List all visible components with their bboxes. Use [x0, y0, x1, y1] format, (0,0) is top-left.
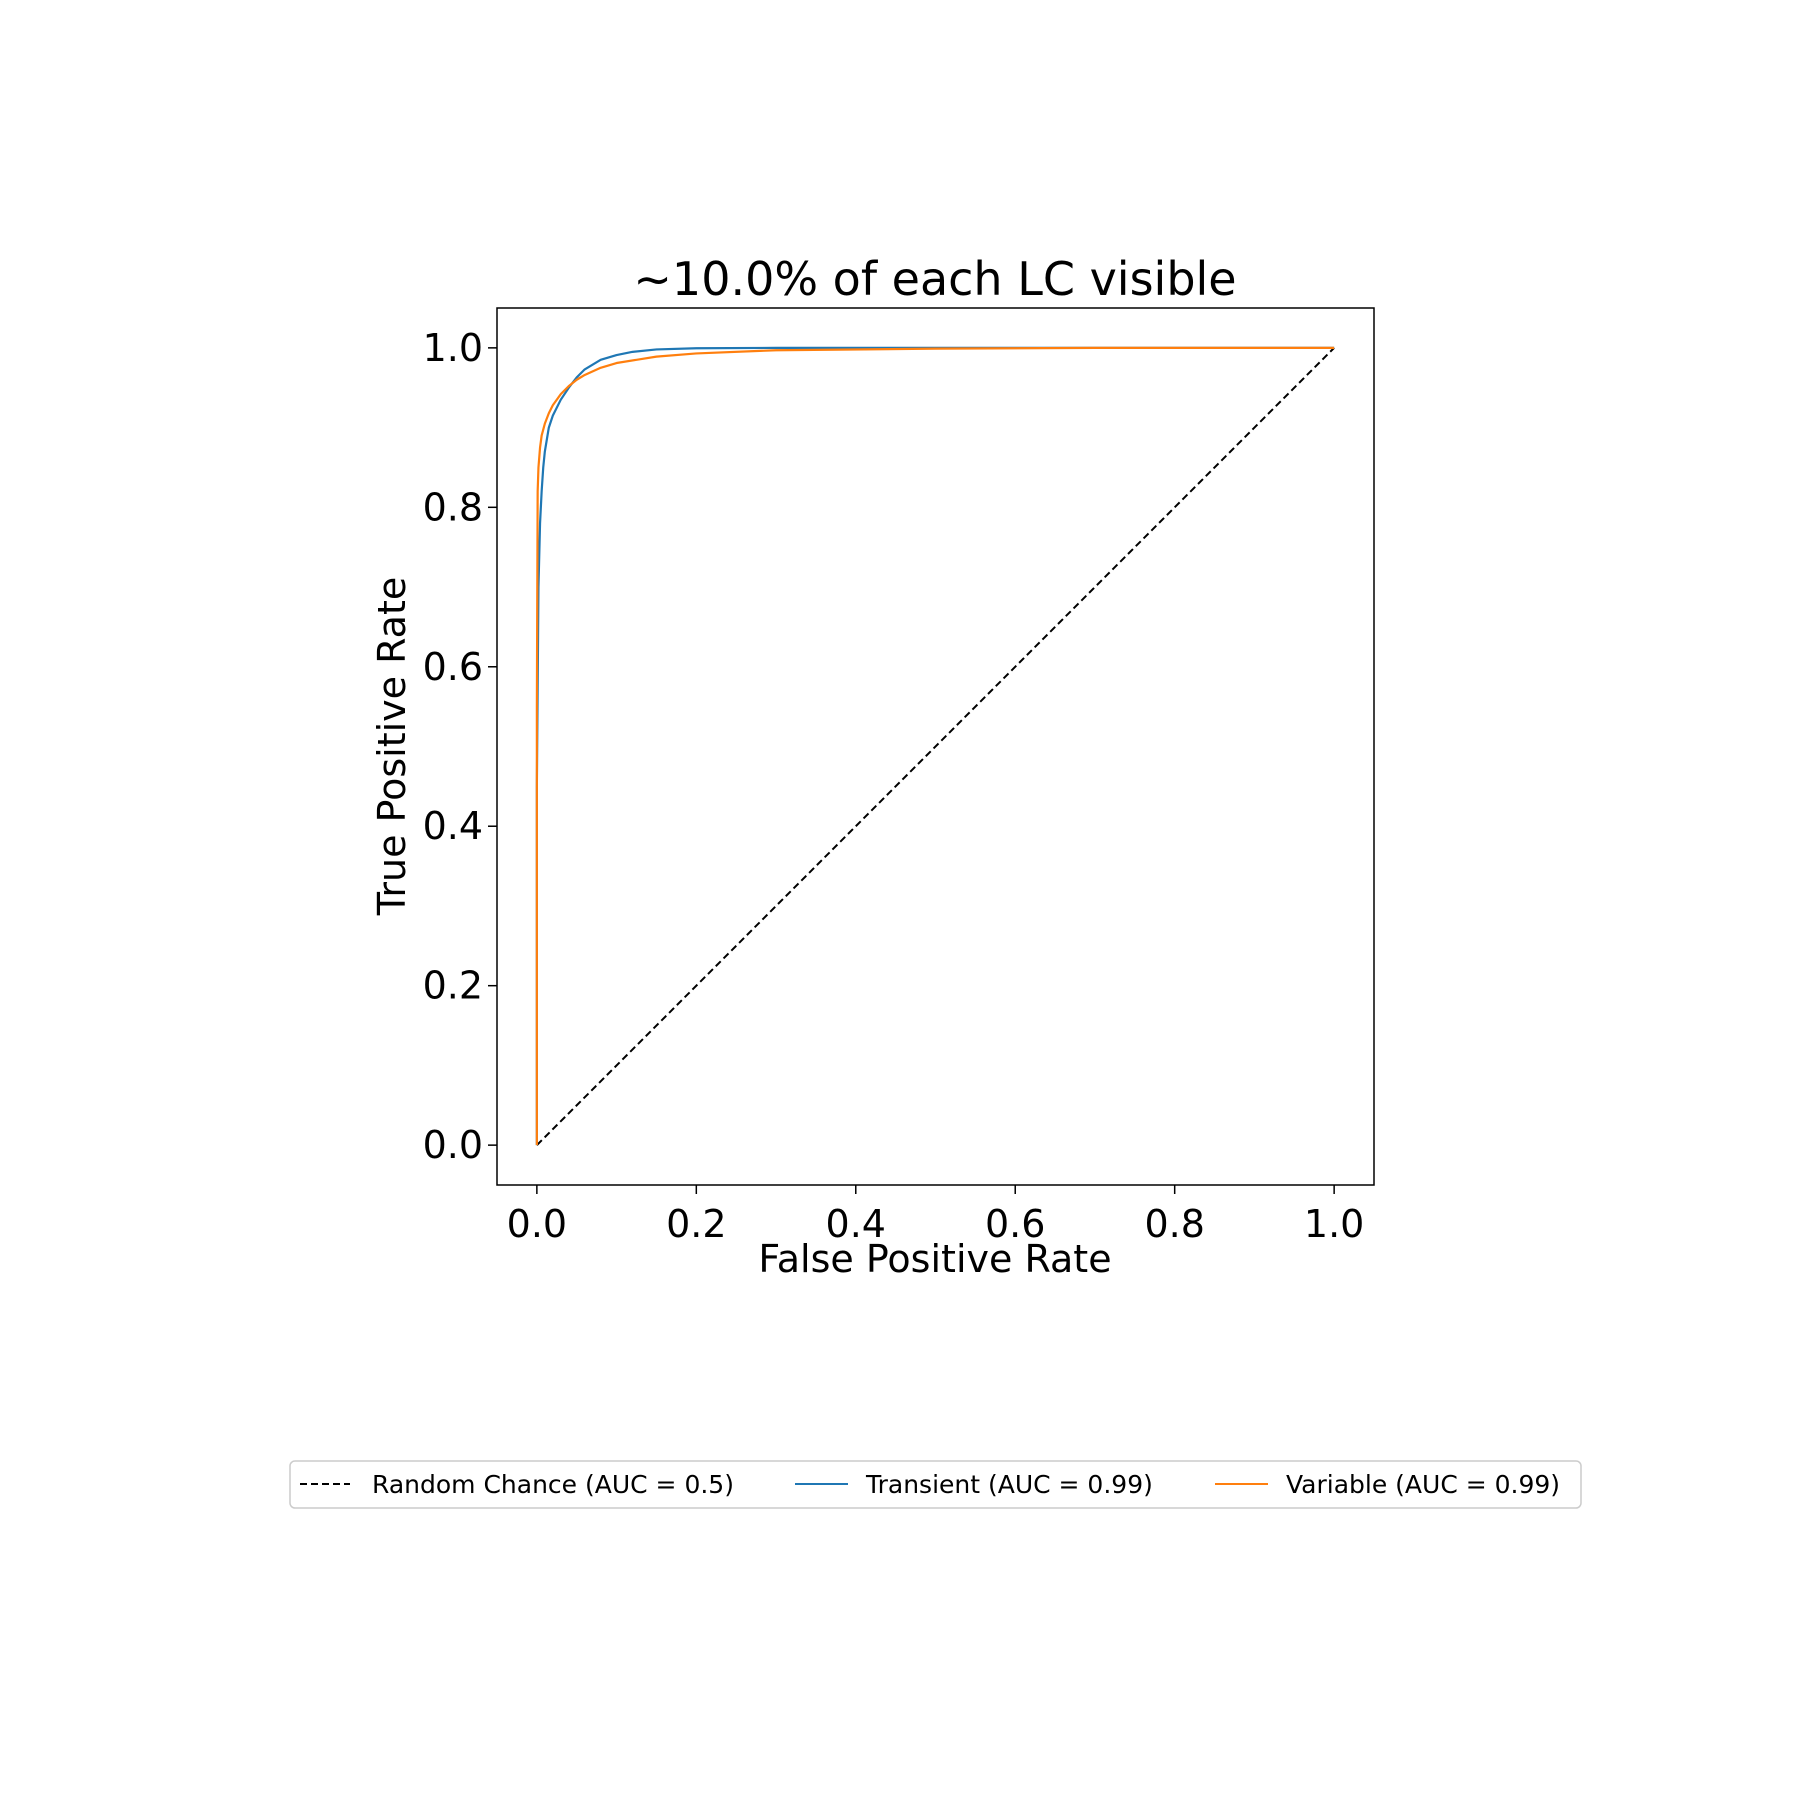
y-tick-label: 0.2: [423, 964, 483, 1008]
x-axis-ticks: 0.0 0.2 0.4 0.6 0.8 1.0: [507, 1185, 1364, 1246]
x-axis-label: False Positive Rate: [758, 1237, 1111, 1281]
chart-title: ~10.0% of each LC visible: [633, 252, 1236, 306]
series-layer: [535, 346, 1335, 1146]
legend: Random Chance (AUC = 0.5) Transient (AUC …: [289, 1460, 1582, 1509]
legend-frame: [289, 1460, 1582, 1509]
y-tick-label: 0.4: [423, 804, 483, 848]
x-tick-label: 0.8: [1144, 1202, 1204, 1246]
y-axis-ticks: 0.0 0.2 0.4 0.6 0.8 1.0: [423, 326, 497, 1167]
legend-label-transient: Transient (AUC = 0.99): [865, 1470, 1153, 1499]
legend-entries: Random Chance (AUC = 0.5) Transient (AUC …: [300, 1470, 1560, 1499]
y-tick-label: 0.8: [423, 485, 483, 529]
y-tick-label: 1.0: [423, 326, 483, 370]
series-line-random-chance: [536, 347, 1335, 1146]
x-tick-label: 0.0: [507, 1202, 567, 1246]
series-line-variable: [535, 346, 1335, 1146]
y-tick-label: 0.0: [423, 1123, 483, 1167]
y-axis-label: True Positive Rate: [370, 577, 414, 917]
x-tick-label: 0.2: [666, 1202, 726, 1246]
legend-label-random-chance: Random Chance (AUC = 0.5): [372, 1470, 734, 1499]
x-tick-label: 0.4: [826, 1202, 886, 1246]
x-tick-label: 0.6: [985, 1202, 1045, 1246]
legend-label-variable: Variable (AUC = 0.99): [1286, 1470, 1560, 1499]
series-line-transient: [535, 346, 1335, 1146]
y-tick-label: 0.6: [423, 645, 483, 689]
x-tick-label: 1.0: [1304, 1202, 1364, 1246]
